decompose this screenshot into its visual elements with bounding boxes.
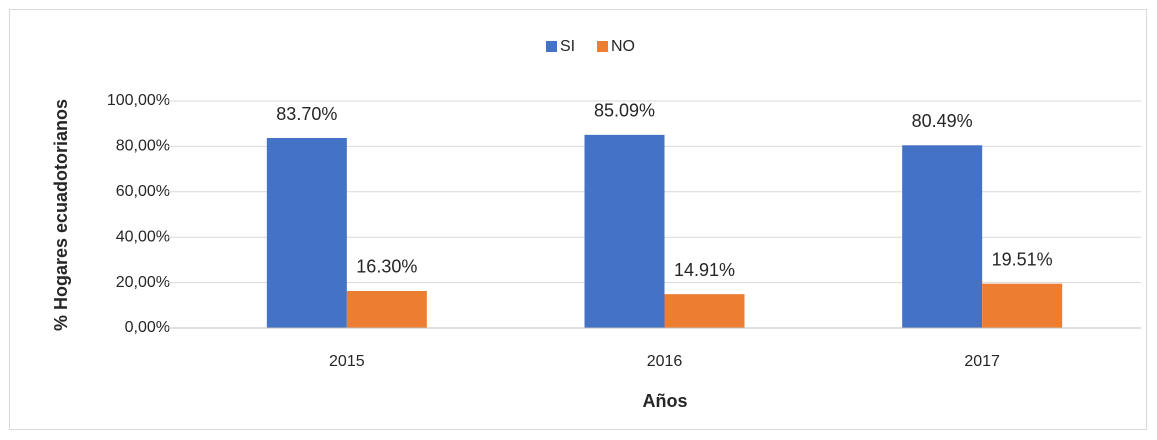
bar [902, 145, 983, 328]
data-label: 19.51% [992, 249, 1053, 269]
bar [346, 290, 427, 328]
y-tick-label: 20,00% [116, 274, 170, 291]
data-label: 85.09% [594, 101, 655, 121]
y-tick-label: 40,00% [116, 228, 170, 245]
legend-label: NO [611, 38, 635, 55]
data-label: 16.30% [356, 257, 417, 277]
bar [982, 283, 1063, 328]
x-tick-label: 2015 [329, 353, 365, 370]
legend-label: SI [560, 38, 575, 55]
data-label: 80.49% [912, 111, 973, 131]
y-tick-label: 80,00% [116, 138, 170, 155]
legend-swatch [597, 41, 608, 52]
data-label: 14.91% [674, 260, 735, 280]
y-tick-label: 100,00% [107, 92, 170, 109]
bar [266, 138, 347, 328]
legend-swatch [546, 41, 557, 52]
bar [664, 294, 745, 328]
y-tick-label: 0,00% [125, 319, 170, 336]
y-axis-label: % Hogares ecuadotorianos [51, 99, 71, 331]
data-label: 83.70% [276, 104, 337, 124]
x-tick-label: 2016 [647, 353, 683, 370]
y-tick-label: 60,00% [116, 183, 170, 200]
x-tick-label: 2017 [964, 353, 1000, 370]
x-axis-label: Años [643, 391, 688, 411]
bar [584, 134, 665, 328]
